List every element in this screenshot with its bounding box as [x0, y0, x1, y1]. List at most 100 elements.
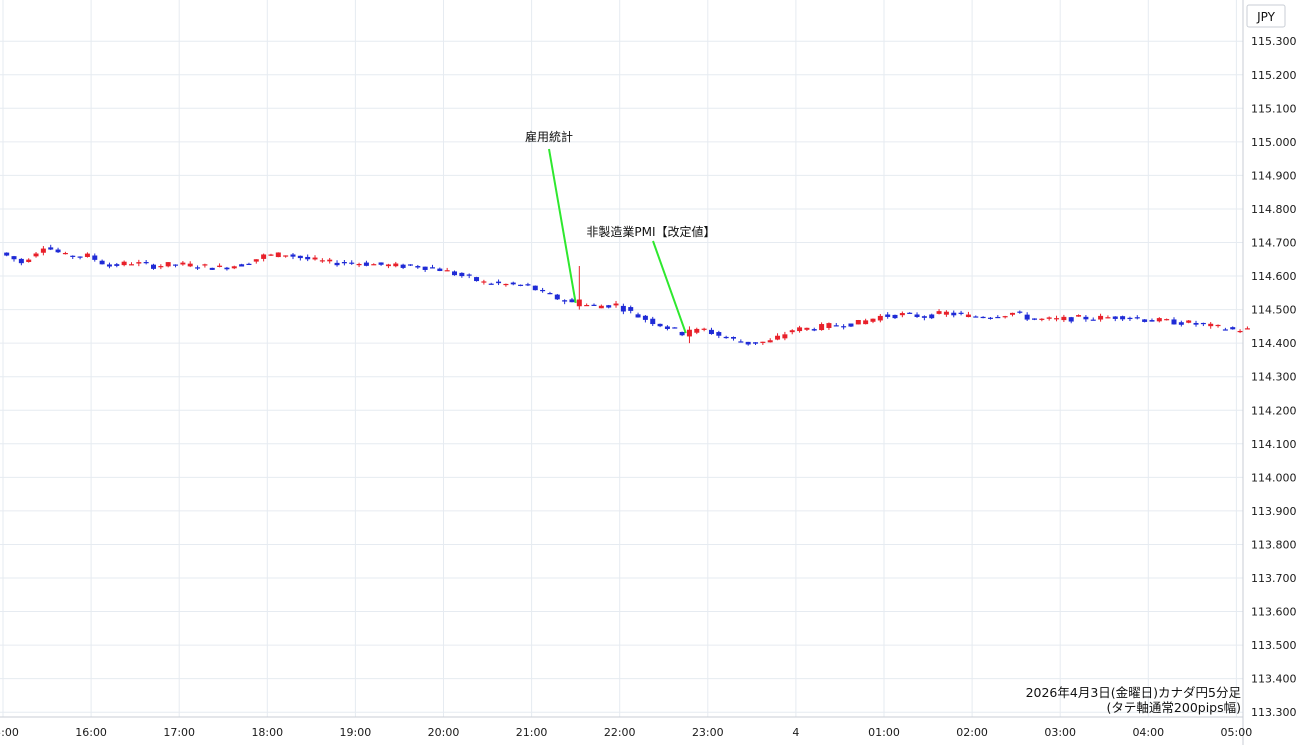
candle-body	[569, 299, 575, 303]
candle-body	[1164, 319, 1170, 321]
candle-body	[686, 329, 692, 337]
candle-body	[1171, 319, 1177, 325]
y-tick-label: 114.100	[1251, 438, 1297, 451]
candle-body	[863, 320, 869, 325]
candle-body	[474, 277, 480, 282]
y-axis: 115.300 115.200 115.100 115.000 114.900 114.8…	[1251, 35, 1297, 719]
candle-body	[679, 331, 685, 336]
candle-body	[4, 252, 10, 256]
candle-body	[620, 305, 626, 312]
y-tick-label: 114.800	[1251, 203, 1297, 216]
candle-body	[231, 266, 237, 269]
candle-body	[936, 311, 942, 314]
candle-body	[202, 264, 208, 266]
candle-body	[650, 318, 656, 325]
candle-body	[503, 283, 509, 286]
candle-body	[18, 258, 24, 264]
y-tick-label: 114.700	[1251, 237, 1297, 250]
candle-body	[576, 299, 582, 307]
y-tick-label: 114.300	[1251, 371, 1297, 384]
candle-body	[753, 342, 759, 344]
candle-body	[1193, 322, 1199, 325]
candle-body	[745, 341, 751, 345]
candle-body	[99, 260, 105, 265]
candle-body	[407, 264, 413, 266]
candle-body	[510, 282, 516, 285]
candle-body	[929, 314, 935, 319]
x-tick-label: 03:00	[1044, 726, 1076, 739]
candle-body	[914, 314, 920, 317]
y-tick-label: 113.300	[1251, 706, 1297, 719]
chart-caption-line1: 2026年4月3日(金曜日)カナダ円5分足	[1026, 685, 1242, 700]
grid	[0, 0, 1243, 717]
candle-body	[393, 263, 399, 267]
candle-body	[1076, 315, 1082, 317]
candle-body	[429, 267, 435, 269]
candle-body	[224, 267, 230, 270]
candle-body	[775, 335, 781, 340]
candle-body	[1002, 316, 1008, 318]
x-tick-label: 19:00	[340, 726, 372, 739]
candle-body	[518, 284, 524, 286]
candle-body	[804, 327, 810, 330]
candle-body	[1237, 330, 1243, 333]
x-tick-label: 04:00	[1132, 726, 1164, 739]
candle-body	[422, 266, 428, 270]
candle-body	[980, 316, 986, 319]
candle-body	[694, 328, 700, 333]
candle-body	[584, 304, 590, 307]
candle-body	[415, 266, 421, 268]
candle-body	[92, 255, 98, 260]
candle-body	[459, 272, 465, 277]
candle-body	[378, 262, 384, 265]
candle-body	[525, 284, 531, 286]
candle-body	[1090, 319, 1096, 321]
candle-body	[363, 262, 369, 266]
candle-body	[62, 252, 68, 255]
candle-body	[738, 341, 744, 343]
candle-body	[657, 323, 663, 327]
candle-body	[1208, 323, 1214, 327]
candle-body	[385, 264, 391, 267]
candle-body	[1112, 316, 1118, 319]
candle-body	[40, 248, 46, 253]
candle-body	[870, 318, 876, 322]
candle-body	[965, 314, 971, 318]
candle-body	[591, 304, 597, 306]
candle-body	[1032, 318, 1038, 320]
candle-body	[532, 285, 538, 291]
candle-body	[1046, 317, 1052, 319]
candle-body	[841, 326, 847, 328]
x-axis: 15:00 16:00 17:00 18:00 19:00 20:00 21:00 22:00…	[0, 726, 1252, 739]
candle-body	[77, 256, 83, 258]
candle-body	[297, 255, 303, 259]
candle-body	[1054, 318, 1060, 320]
candle-body	[833, 325, 839, 327]
candle-body	[1134, 317, 1140, 319]
x-tick-label: 20:00	[428, 726, 460, 739]
y-tick-label: 115.000	[1251, 136, 1297, 149]
candle-body	[760, 341, 766, 343]
candle-body	[488, 283, 494, 285]
candle-body	[173, 264, 179, 266]
candle-body	[598, 305, 604, 309]
candle-body	[1178, 322, 1184, 325]
candle-body	[723, 336, 729, 339]
x-tick-label: 17:00	[163, 726, 195, 739]
candle-body	[789, 330, 795, 333]
candle-body	[885, 314, 891, 317]
candle-body	[1230, 327, 1236, 330]
candle-body	[371, 264, 377, 266]
candle-body	[1120, 316, 1126, 320]
candle-body	[1061, 316, 1067, 321]
candle-body	[701, 328, 707, 330]
candle-body	[987, 317, 993, 319]
y-tick-label: 114.000	[1251, 471, 1297, 484]
candle-body	[165, 262, 171, 267]
candle-body	[209, 267, 215, 270]
candle-body	[400, 264, 406, 268]
candle-body	[907, 312, 913, 314]
